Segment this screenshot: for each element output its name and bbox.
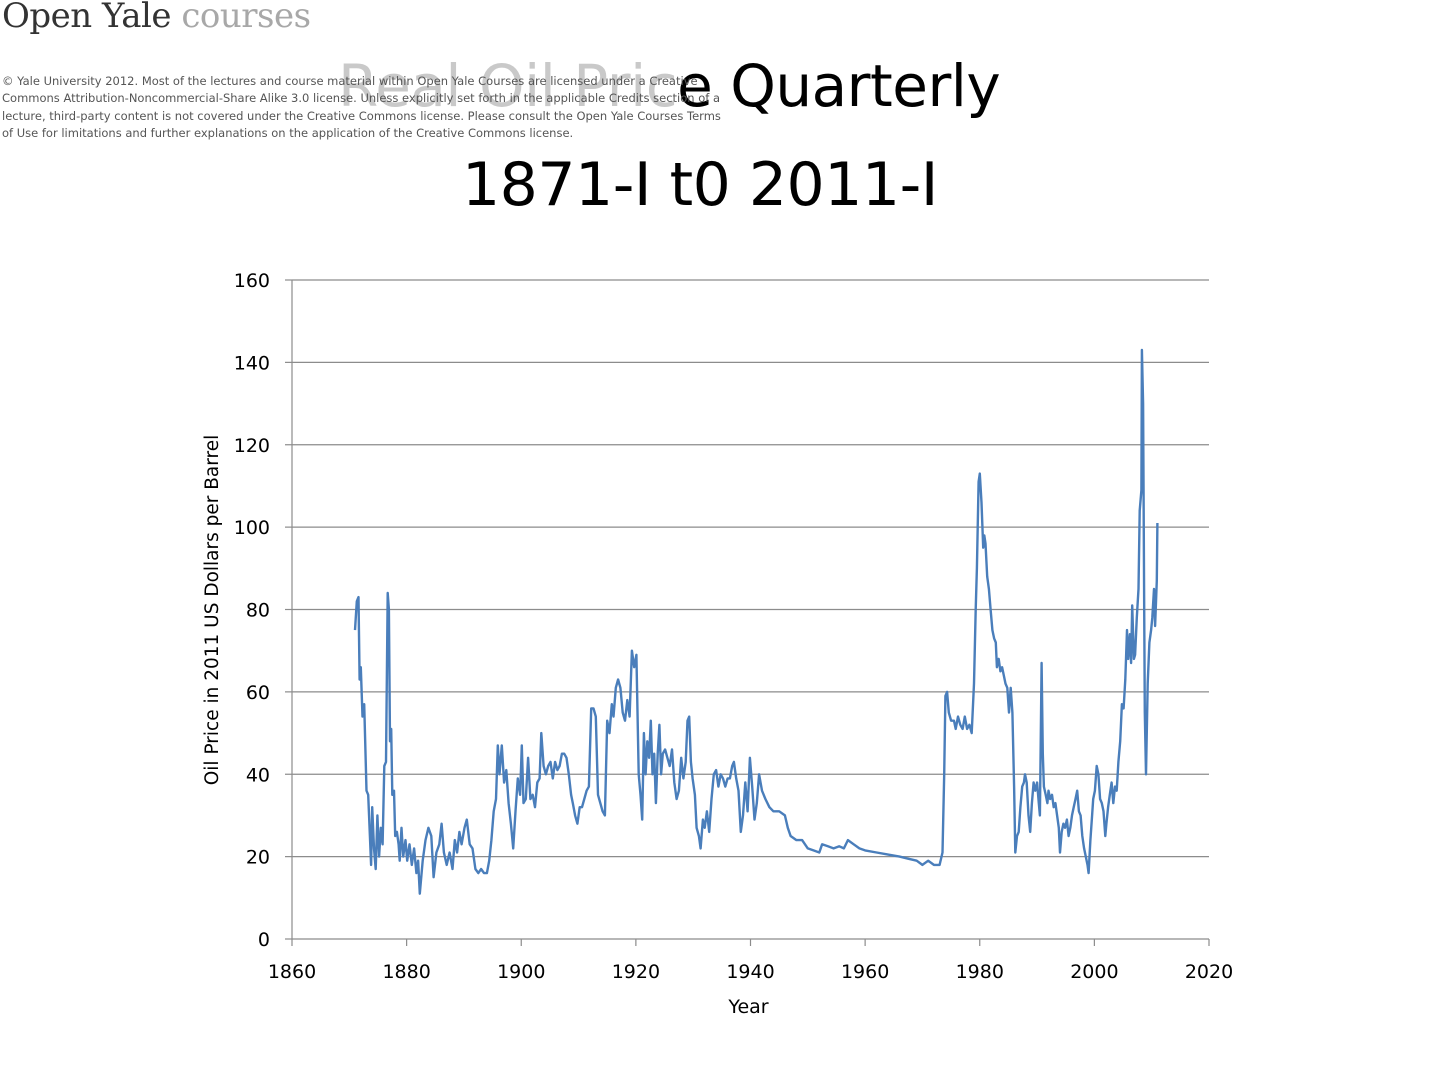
y-axis-label: Oil Price in 2011 US Dollars per Barrel [202,435,223,786]
brand-secondary: courses [181,0,311,36]
x-tick-label-2020: 2020 [1185,961,1233,983]
y-tick-label-100: 100 [234,517,270,539]
y-tick-label-60: 60 [246,682,270,704]
y-tick-label-160: 160 [234,270,270,292]
x-tick-label-1940: 1940 [726,961,774,983]
x-tick-label-1980: 1980 [956,961,1004,983]
series-line-real-oil-price [353,348,1159,895]
tick-labels: 0 20 40 60 80 100 120 140 160 1860 1880 1900 1920 194… [234,270,1233,983]
copyright-notice: © Yale University 2012. Most of the lect… [2,74,721,141]
y-tick-label-140: 140 [234,352,270,374]
y-tick-label-120: 120 [234,435,270,457]
x-tick-label-1880: 1880 [382,961,430,983]
axes [285,279,1210,946]
x-tick-label-2000: 2000 [1070,961,1118,983]
open-yale-logo: Open Yale courses [2,0,311,36]
x-tick-label-1860: 1860 [268,961,316,983]
y-tick-label-20: 20 [246,847,270,869]
title-line-1: Real Oil Price Quarterly [338,52,1001,120]
y-tick-label-0: 0 [258,929,270,951]
y-tick-label-80: 80 [246,600,270,622]
title-visible-part: e Quarterly [677,52,1001,120]
title-obscured-part: Real Oil Pric [338,52,678,120]
title-line-2: 1871-I t0 2011-I [462,150,938,220]
x-tick-label-1900: 1900 [497,961,545,983]
y-tick-label-40: 40 [246,764,270,786]
x-axis-label: Year [727,996,768,1018]
x-tick-label-1920: 1920 [612,961,660,983]
x-tick-label-1960: 1960 [841,961,889,983]
brand-primary: Open Yale [2,0,172,36]
